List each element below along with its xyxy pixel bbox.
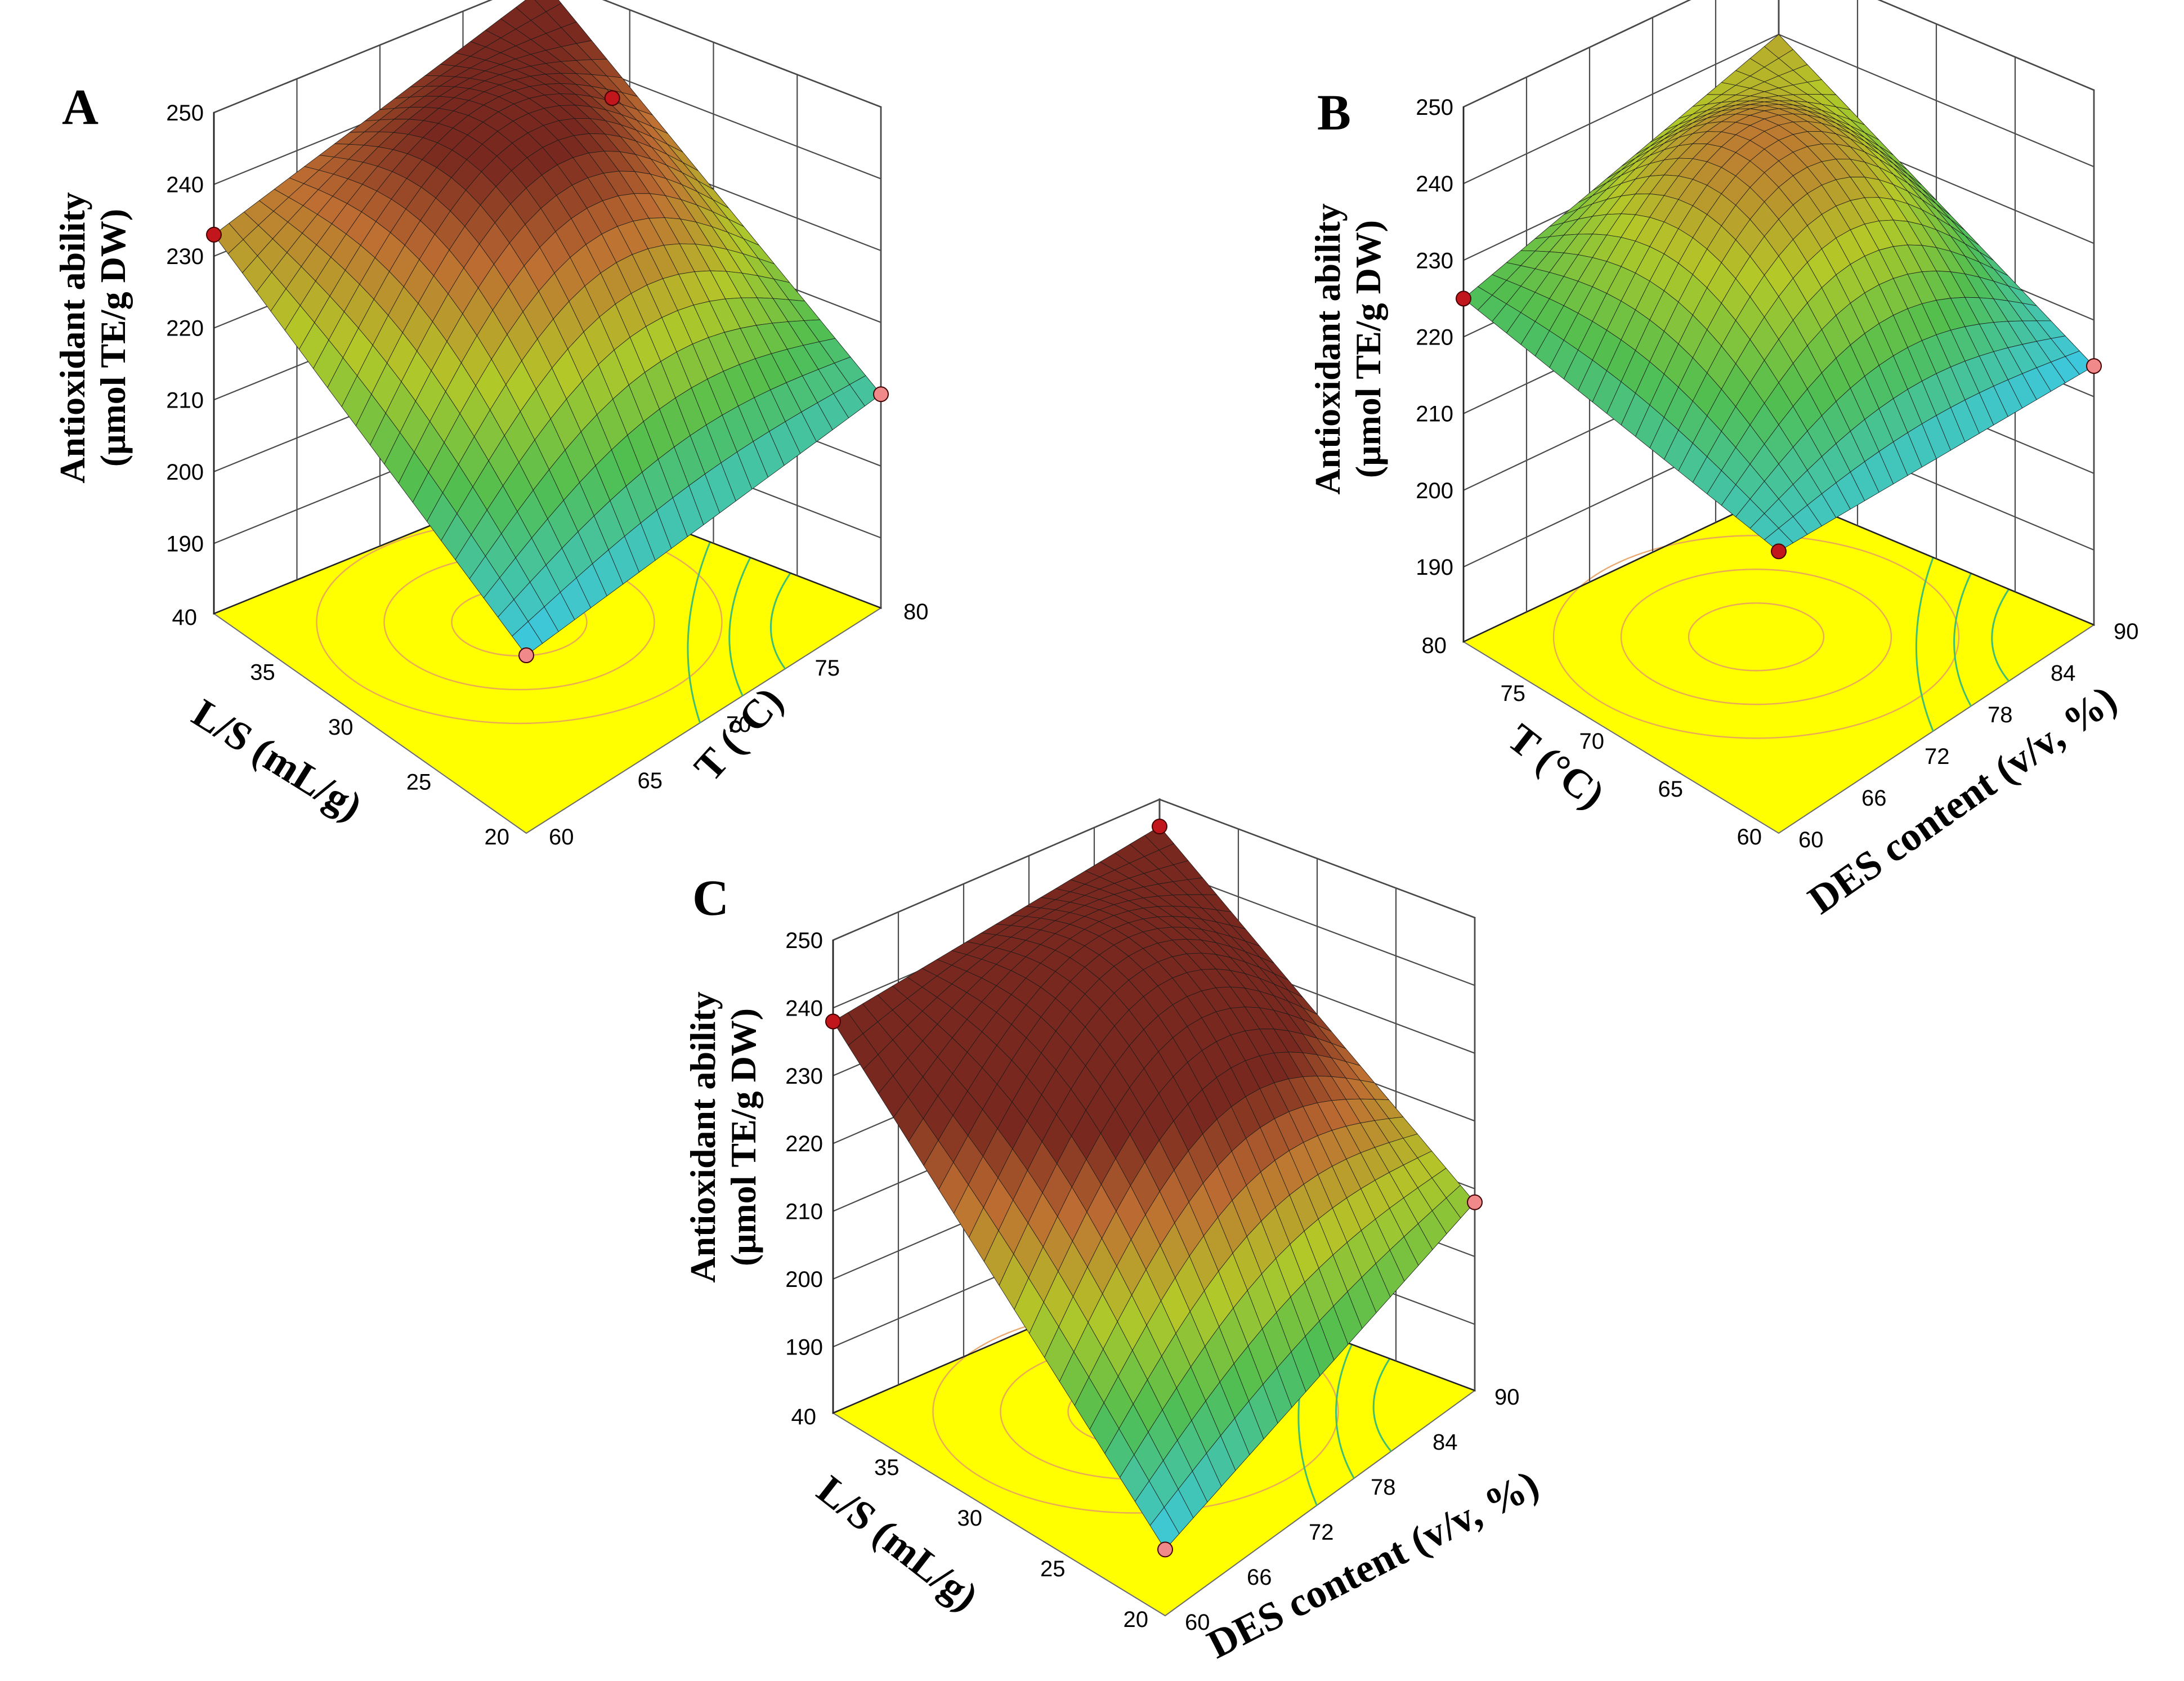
floor-contour: [770, 573, 791, 669]
z-axis-label-line2: (μmol TE/g DW): [723, 1008, 763, 1266]
left-axis-tick-label: 30: [328, 715, 353, 740]
z-tick-label: 220: [785, 1132, 823, 1156]
z-gridline: [1463, 0, 1691, 108]
design-point: [825, 1013, 841, 1030]
z-tick-label: 190: [785, 1335, 823, 1360]
z-gridline: [1463, 34, 1779, 185]
response-surface: [833, 826, 1475, 1550]
floor-contour: [1991, 588, 2010, 682]
right-axis-tick-label: 60: [1185, 1610, 1210, 1635]
design-point: [873, 386, 889, 403]
z-tick-label: 230: [1416, 248, 1453, 273]
floor-contour: [1688, 602, 1825, 672]
right-axis-tick-label: 66: [1247, 1565, 1272, 1590]
z-gridline: [833, 798, 1160, 941]
left-axis-tick-label: 20: [1124, 1607, 1149, 1632]
design-point: [1467, 1194, 1483, 1210]
surface-cell: [512, 621, 543, 656]
left-axis-tick-label: 65: [1658, 777, 1684, 802]
right-axis-tick-label: 70: [726, 712, 751, 737]
floor-contour: [728, 557, 751, 696]
left-axis-tick-label: 80: [1422, 633, 1447, 658]
floor-contour: [687, 542, 711, 723]
design-point: [1456, 290, 1471, 307]
z-tick-label: 200: [1416, 479, 1453, 503]
response-surface: [1463, 34, 2095, 552]
surface-cell: [1149, 1506, 1180, 1550]
panel-letter: B: [1317, 85, 1351, 141]
z-tick-label: 190: [166, 531, 204, 556]
z-tick-label: 220: [166, 316, 204, 341]
design-point: [518, 647, 534, 664]
right-axis-tick-label: 72: [1925, 744, 1950, 769]
z-tick-label: 210: [1416, 402, 1453, 427]
design-point: [2086, 358, 2102, 374]
right-axis-tick-label: 60: [1798, 828, 1824, 852]
response-surface: [213, 0, 881, 656]
floor-contour: [1953, 573, 1972, 707]
floor-contour: [1620, 569, 1892, 705]
z-tick-label: 250: [166, 101, 204, 126]
panel-letter: C: [692, 870, 729, 926]
right-axis-tick-label: 60: [549, 825, 574, 850]
left-axis-tick-label: 35: [250, 660, 275, 685]
z-tick-label: 210: [785, 1200, 823, 1224]
left-axis-tick-label: 25: [406, 770, 432, 795]
right-axis-tick-label: 90: [2114, 619, 2139, 644]
right-axis-tick-label: 84: [1433, 1430, 1458, 1455]
z-tick-label: 190: [1416, 555, 1453, 580]
z-tick-label: 210: [166, 388, 204, 413]
z-axis-label-line1: Antioxidant ability: [1308, 203, 1348, 494]
z-axis-label-line2: (μmol TE/g DW): [93, 209, 133, 467]
z-tick-label: 220: [1416, 325, 1453, 350]
left-axis-tick-label: 75: [1501, 681, 1526, 706]
right-axis-tick-label: 72: [1309, 1520, 1334, 1545]
z-tick-label: 240: [785, 996, 823, 1021]
z-tick-label: 200: [166, 460, 204, 485]
right-axis-tick-label: 65: [638, 768, 663, 793]
z-tick-label: 230: [785, 1064, 823, 1089]
left-axis-tick-label: 25: [1040, 1557, 1066, 1581]
right-axis-tick-label: 84: [2051, 661, 2076, 686]
z-tick-label: 230: [166, 244, 204, 269]
z-tick-label: 200: [785, 1267, 823, 1292]
floor-contour: [1335, 1344, 1355, 1479]
chart-panel-A: 250 240 230 220 210 200 190 40 35 30 25 20 60 65 70 75 8…: [52, 0, 929, 850]
floor-contour: [1915, 557, 1934, 732]
z-tick-label: 250: [1416, 95, 1453, 120]
design-point: [206, 226, 222, 243]
left-axis-label: L/S (mL/g): [185, 690, 370, 829]
chart-panel-B: 250 240 230 220 210 200 190 80 75 70 65 60 60 66 72 78 8…: [1308, 0, 2139, 923]
z-tick-label: 250: [785, 928, 823, 953]
design-point: [1771, 543, 1787, 560]
design-point: [1157, 1541, 1173, 1558]
right-axis-tick-label: 90: [1494, 1385, 1520, 1410]
right-axis-tick-label: 78: [1988, 703, 2013, 727]
design-point: [1152, 819, 1167, 835]
left-axis-tick-label: 70: [1579, 729, 1605, 754]
right-axis-tick-label: 78: [1371, 1475, 1396, 1500]
z-tick-label: 240: [166, 173, 204, 198]
z-axis-label-line2: (μmol TE/g DW): [1348, 220, 1388, 478]
floor-contour: [1552, 535, 1960, 739]
left-axis-tick-label: 20: [485, 825, 510, 850]
left-axis-tick-label: 40: [172, 605, 198, 630]
left-axis-tick-label: 40: [791, 1405, 817, 1429]
right-axis-tick-label: 75: [815, 656, 840, 681]
z-tick-label: 240: [1416, 172, 1453, 196]
left-axis-tick-label: 60: [1737, 825, 1762, 850]
right-axis-tick-label: 80: [903, 600, 929, 624]
right-axis-tick-label: 66: [1861, 786, 1887, 811]
chart-panel-C: 250 240 230 220 210 200 190 40 35 30 25 20 60 66 72 78 8…: [683, 798, 1546, 1667]
panel-letter: A: [62, 79, 99, 135]
design-point: [604, 90, 620, 106]
z-axis-label-line1: Antioxidant ability: [52, 192, 92, 483]
left-axis-tick-label: 30: [957, 1506, 983, 1531]
left-axis-tick-label: 35: [874, 1455, 899, 1480]
z-axis-label-line1: Antioxidant ability: [683, 991, 723, 1282]
floor-contour: [1372, 1358, 1392, 1452]
